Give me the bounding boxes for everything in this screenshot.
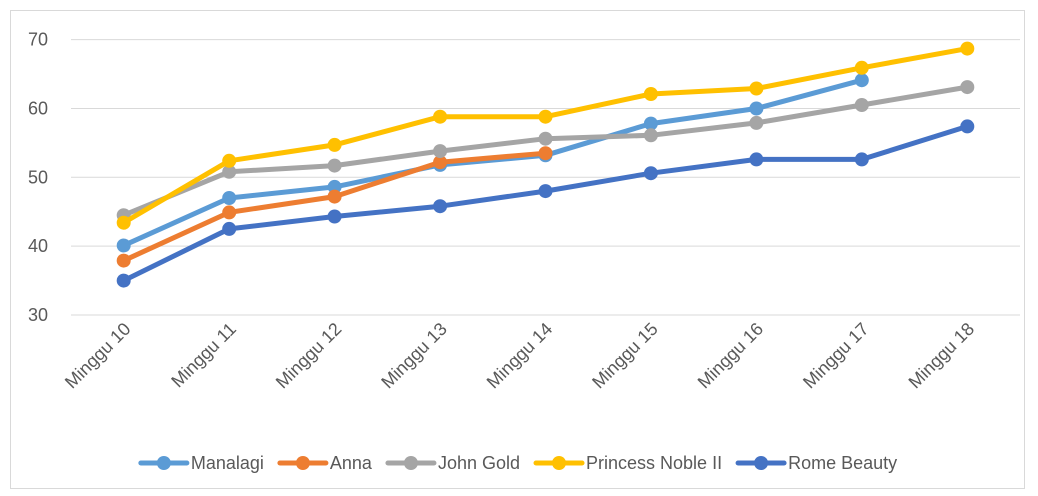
legend-marker-symbol	[552, 456, 567, 470]
y-axis-ticks: 30 40 50 60 70	[28, 30, 48, 325]
legend-marker-symbol	[403, 456, 418, 470]
legend: Manalagi Anna John Gold Princess Noble II Ro…	[138, 453, 897, 473]
data-point	[643, 87, 658, 101]
data-point	[854, 98, 869, 112]
x-tick-label: Minggu 17	[799, 319, 873, 393]
data-point	[116, 215, 131, 230]
data-point	[643, 116, 658, 131]
legend-item: Rome Beauty	[735, 453, 897, 473]
data-point	[222, 164, 237, 179]
data-point	[222, 205, 237, 220]
x-tick-label: Minggu 13	[377, 319, 451, 393]
x-tick-label: Minggu 14	[483, 319, 557, 393]
y-tick-label: 70	[28, 30, 48, 50]
y-tick-label: 40	[28, 236, 48, 256]
data-point	[222, 191, 237, 205]
y-tick-label: 30	[28, 305, 48, 325]
data-point	[327, 158, 342, 173]
legend-label: Anna	[330, 453, 373, 473]
data-point	[960, 119, 975, 134]
legend-marker-symbol	[754, 456, 769, 470]
chart-frame	[10, 10, 1025, 489]
legend-label: Rome Beauty	[788, 453, 897, 473]
data-point	[222, 221, 237, 236]
data-point	[960, 41, 975, 56]
series-princess-noble-ii	[116, 41, 975, 230]
series-john-gold	[116, 80, 975, 223]
data-point	[433, 155, 448, 170]
x-tick-label: Minggu 12	[272, 319, 346, 393]
x-tick-label: Minggu 16	[694, 319, 768, 393]
legend-marker-symbol	[295, 456, 310, 470]
legend-label: John Gold	[438, 453, 520, 473]
data-point	[327, 209, 342, 224]
data-point	[854, 73, 869, 88]
data-point	[116, 238, 131, 253]
legend-item: John Gold	[385, 453, 520, 473]
data-point	[116, 253, 131, 268]
y-tick-label: 50	[28, 167, 48, 187]
data-point	[433, 144, 448, 159]
legend-item: Anna	[277, 453, 373, 473]
x-tick-label: Minggu 11	[167, 319, 240, 392]
data-point	[749, 115, 764, 130]
legend-item: Princess Noble II	[533, 453, 722, 473]
x-tick-label: Minggu 18	[905, 319, 979, 393]
data-point	[538, 131, 553, 146]
data-point	[538, 184, 553, 199]
series-group	[116, 41, 975, 288]
data-point	[854, 60, 869, 75]
data-point	[538, 109, 553, 124]
data-point	[327, 189, 342, 204]
data-point	[433, 109, 448, 124]
data-point	[960, 80, 975, 95]
data-point	[433, 199, 448, 214]
data-point	[643, 128, 658, 143]
data-point	[327, 179, 342, 194]
legend-label: Princess Noble II	[586, 453, 722, 473]
legend-item: Manalagi	[138, 453, 264, 473]
series-rome-beauty	[116, 119, 975, 288]
x-tick-label: Minggu 10	[61, 319, 135, 393]
x-axis-ticks: Minggu 10 Minggu 11 Minggu 12 Minggu 13 Ming…	[61, 319, 978, 393]
data-point	[643, 166, 658, 181]
data-point	[749, 81, 764, 96]
data-point	[327, 137, 342, 152]
data-point	[749, 101, 764, 116]
y-tick-label: 60	[28, 98, 48, 118]
data-point	[222, 153, 237, 168]
data-point	[538, 146, 553, 161]
legend-label: Manalagi	[191, 453, 264, 473]
series-anna	[116, 146, 553, 268]
x-tick-label: Minggu 15	[588, 319, 662, 393]
data-point	[749, 152, 764, 167]
legend-marker-symbol	[156, 456, 171, 470]
data-point	[854, 152, 869, 167]
data-point	[116, 273, 131, 288]
